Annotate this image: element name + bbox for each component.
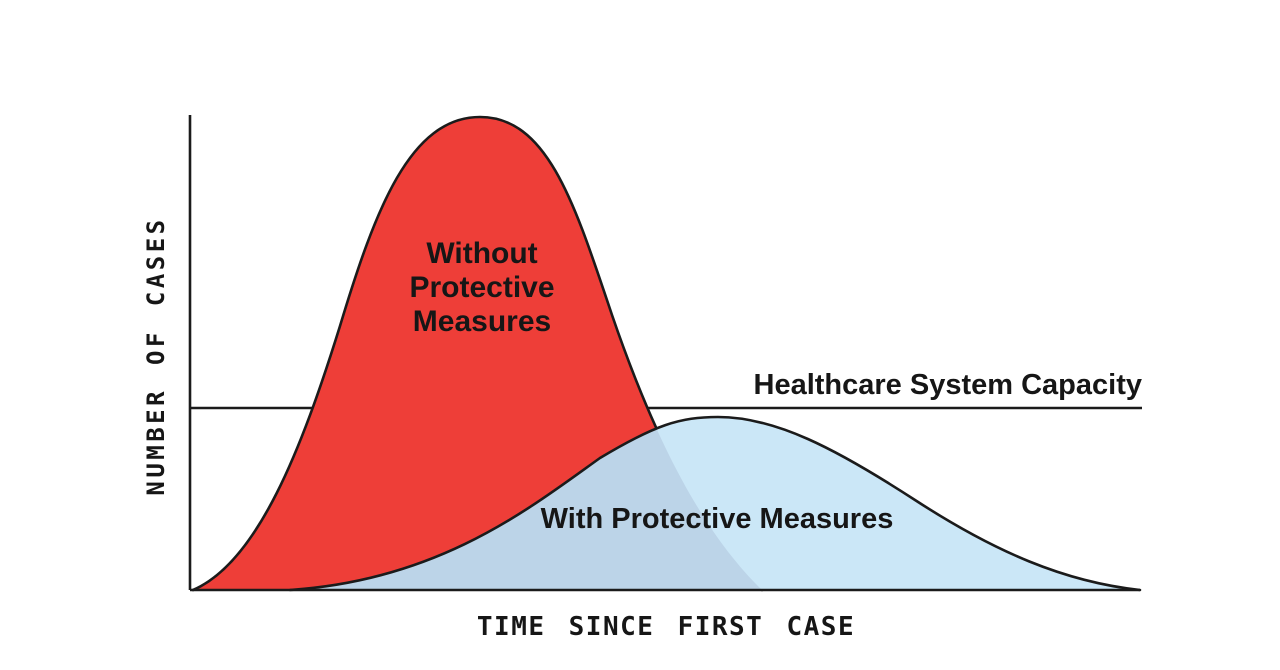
without-protective-measures-label: Without Protective Measures	[409, 237, 555, 338]
with-protective-measures-label: With Protective Measures	[540, 503, 894, 535]
blue-curve-outline	[288, 415, 1142, 592]
healthcare-capacity-label: Healthcare System Capacity	[753, 369, 1142, 401]
red-curve-outline	[191, 115, 764, 592]
x-axis-title: TIME SINCE FIRST CASE	[476, 612, 856, 642]
y-axis-title: NUMBER OF CASES	[142, 216, 170, 496]
